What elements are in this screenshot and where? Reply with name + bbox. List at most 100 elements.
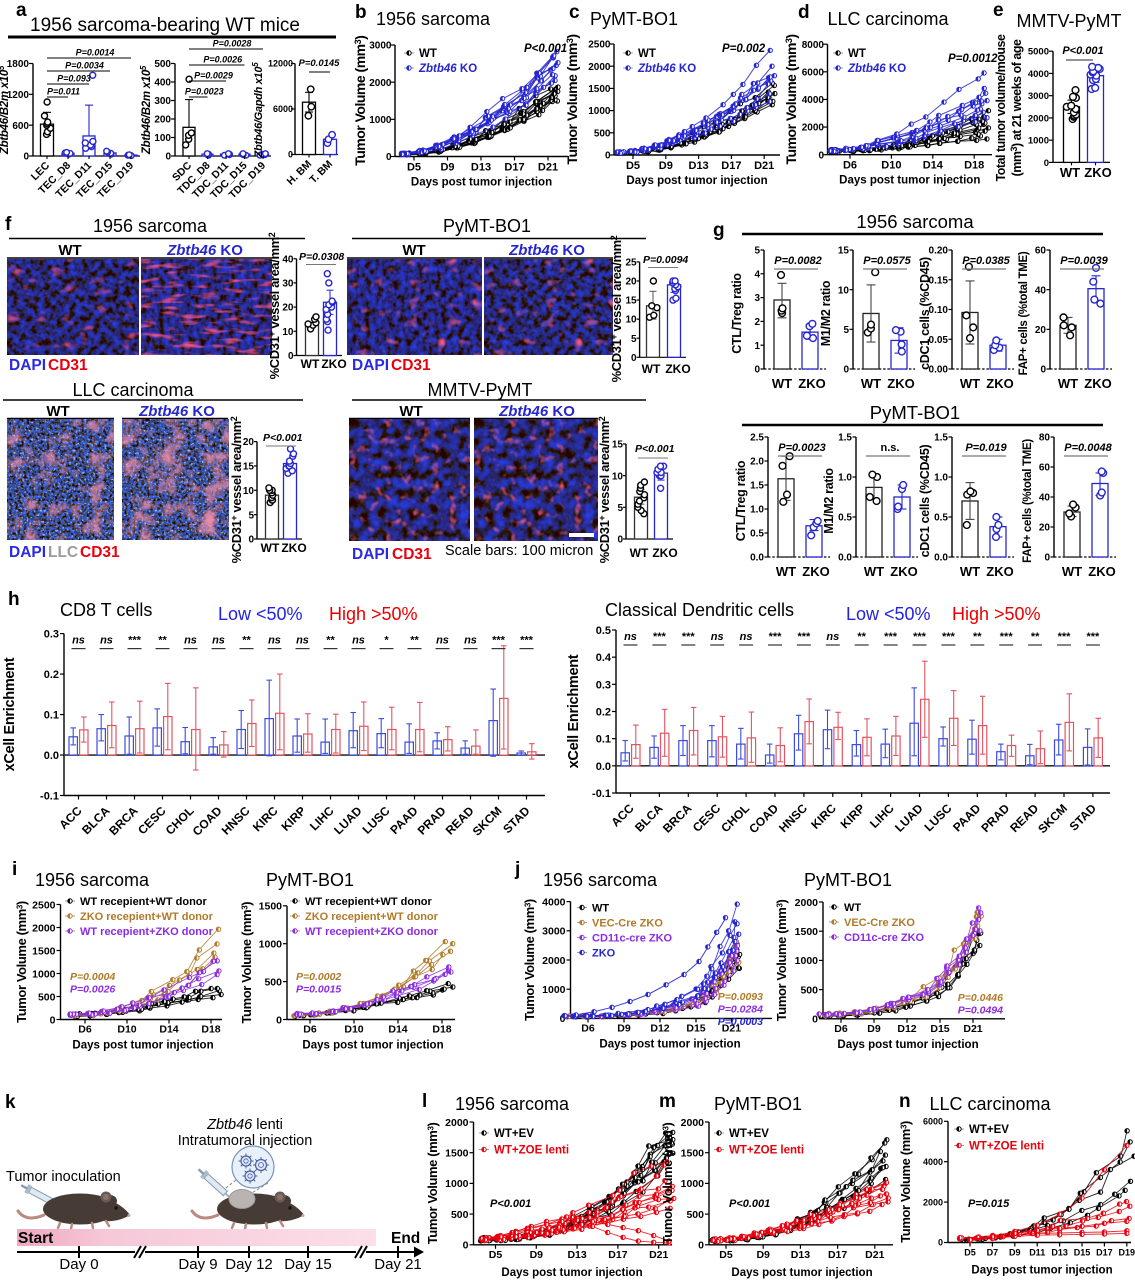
svg-text:CD31: CD31: [391, 357, 431, 374]
svg-text:0.0: 0.0: [934, 553, 948, 564]
svg-text:ns: ns: [296, 635, 309, 647]
svg-text:**: **: [973, 631, 982, 643]
svg-text:D5: D5: [964, 1248, 976, 1258]
svg-text:8000: 8000: [802, 40, 825, 51]
svg-text:0: 0: [288, 150, 293, 160]
svg-text:ns: ns: [464, 635, 477, 647]
svg-text:Tumor inoculation: Tumor inoculation: [6, 1169, 121, 1185]
svg-text:%CD31+ vessel area/mm2: %CD31+ vessel area/mm2: [597, 416, 612, 563]
svg-text:2000: 2000: [445, 1117, 469, 1129]
svg-text:4: 4: [754, 269, 760, 280]
svg-text:***: ***: [1058, 631, 1072, 643]
svg-text:***: ***: [942, 631, 956, 643]
svg-text:cDC1 cells (%CD45): cDC1 cells (%CD45): [918, 445, 932, 558]
svg-text:40: 40: [282, 254, 294, 265]
svg-text:WT+ZOE lenti: WT+ZOE lenti: [969, 1141, 1044, 1153]
svg-text:VEC-Cre ZKO: VEC-Cre ZKO: [844, 917, 915, 929]
svg-text:**: **: [158, 635, 167, 647]
svg-text:D17: D17: [721, 160, 741, 172]
svg-text:30: 30: [282, 279, 294, 290]
svg-text:Day 9: Day 9: [178, 1256, 217, 1273]
svg-text:ZKO: ZKO: [281, 541, 306, 555]
svg-text:2000: 2000: [923, 1197, 943, 1207]
svg-text:WT: WT: [638, 48, 656, 60]
svg-text:P=0.0494: P=0.0494: [958, 1005, 1003, 1017]
svg-text:0: 0: [605, 151, 611, 162]
svg-text:0.0: 0.0: [838, 553, 852, 564]
svg-text:Tumor Volume (mm3): Tumor Volume (mm3): [425, 1122, 440, 1244]
svg-text:D21: D21: [538, 162, 558, 174]
svg-text:LLC: LLC: [48, 544, 78, 561]
svg-text:D17: D17: [608, 1249, 627, 1261]
svg-text:D9: D9: [617, 1022, 631, 1034]
svg-text:1000: 1000: [259, 938, 283, 950]
svg-text:0.0: 0.0: [596, 761, 611, 773]
svg-text:Days post tumor injection: Days post tumor injection: [626, 175, 767, 187]
svg-text:D9: D9: [1009, 1248, 1021, 1258]
svg-text:0.0: 0.0: [750, 553, 764, 564]
svg-text:*: *: [384, 635, 389, 647]
svg-text:1500: 1500: [588, 84, 611, 95]
svg-text:3000: 3000: [542, 926, 566, 938]
svg-text:2500: 2500: [588, 40, 611, 51]
svg-text:1500: 1500: [795, 926, 819, 938]
svg-text:2000: 2000: [681, 1117, 705, 1129]
svg-text:15: 15: [838, 246, 850, 257]
svg-text:0.15: 0.15: [929, 275, 949, 286]
svg-text:xCell Enrichment: xCell Enrichment: [2, 657, 18, 771]
svg-text:6000: 6000: [273, 104, 293, 114]
svg-text:P=0.093: P=0.093: [57, 74, 91, 84]
svg-text:5: 5: [631, 334, 637, 345]
svg-text:n.s.: n.s.: [881, 442, 900, 454]
svg-text:Days post tumor injection: Days post tumor injection: [411, 177, 552, 189]
svg-text:***: ***: [128, 635, 142, 647]
svg-text:Tumor Volume (mm3): Tumor Volume (mm3): [239, 902, 254, 1024]
svg-text:WT+ZOE lenti: WT+ZOE lenti: [494, 1145, 569, 1157]
svg-text:DAPI: DAPI: [9, 544, 46, 561]
svg-text:ZKO: ZKO: [887, 376, 914, 391]
svg-text:ZKO: ZKO: [1088, 564, 1115, 579]
svg-text:***: ***: [1086, 631, 1100, 643]
svg-text:MMTV-PyMT: MMTV-PyMT: [1017, 11, 1122, 31]
svg-text:0: 0: [276, 1014, 282, 1026]
svg-text:0: 0: [386, 152, 392, 163]
svg-text:D13: D13: [471, 162, 491, 174]
svg-text:2000: 2000: [369, 78, 392, 89]
svg-text:500: 500: [686, 1209, 704, 1221]
svg-text:1500: 1500: [259, 901, 283, 913]
svg-text:Zbtb46 KO: Zbtb46 KO: [138, 403, 215, 420]
svg-text:M1/M2 ratio: M1/M2 ratio: [822, 468, 836, 534]
svg-text:D18: D18: [964, 160, 984, 172]
svg-text:P<0.001: P<0.001: [729, 1198, 770, 1210]
svg-text:ns: ns: [72, 635, 85, 647]
svg-text:D5: D5: [719, 1249, 733, 1261]
svg-text:ns: ns: [352, 635, 365, 647]
svg-text:1.5: 1.5: [750, 481, 764, 492]
svg-text:High >50%: High >50%: [329, 604, 418, 624]
svg-text:**: **: [1031, 631, 1040, 643]
svg-text:Tumor Volume (mm3): Tumor Volume (mm3): [564, 34, 580, 164]
svg-text:CD11c-cre ZKO: CD11c-cre ZKO: [592, 932, 673, 944]
svg-text:500: 500: [800, 984, 818, 996]
svg-text:20: 20: [1035, 325, 1047, 336]
svg-text:1000: 1000: [369, 115, 392, 126]
svg-text:25: 25: [625, 258, 637, 269]
svg-text:***: ***: [520, 635, 534, 647]
svg-text:P=0.0026: P=0.0026: [203, 55, 243, 65]
svg-text:1500: 1500: [445, 1147, 469, 1159]
svg-text:0: 0: [560, 1013, 566, 1025]
svg-text:P=0.0145: P=0.0145: [299, 58, 341, 69]
svg-text:1956 sarcoma: 1956 sarcoma: [35, 870, 150, 890]
svg-text:400: 400: [154, 78, 171, 89]
svg-text:10: 10: [282, 327, 294, 338]
svg-text:1: 1: [754, 341, 760, 352]
svg-text:P=0.0575: P=0.0575: [863, 255, 911, 267]
svg-text:0.5: 0.5: [596, 625, 611, 637]
svg-text:D18: D18: [201, 1024, 220, 1036]
svg-text:Days post tumor injection: Days post tumor injection: [501, 1267, 642, 1279]
svg-text:ZKO recepient+WT donor: ZKO recepient+WT donor: [305, 911, 439, 923]
svg-text:WT: WT: [844, 902, 861, 914]
svg-text:***: ***: [653, 631, 667, 643]
svg-text:ZKO: ZKO: [890, 564, 917, 579]
svg-text:j: j: [514, 859, 520, 880]
